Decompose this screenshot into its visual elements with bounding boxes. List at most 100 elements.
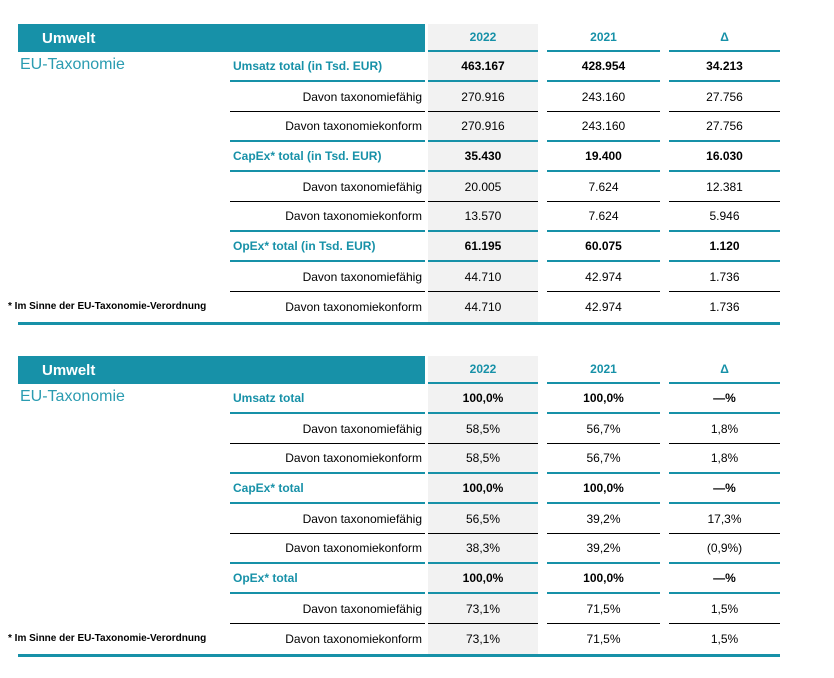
column-gap xyxy=(660,232,669,262)
column-gap xyxy=(538,52,547,82)
column-gap xyxy=(538,384,547,414)
row-label: Umsatz total xyxy=(230,384,425,414)
column-gap xyxy=(538,594,547,624)
value-2022: 73,1% xyxy=(428,594,538,624)
table-grid: Umwelt 2022 2021 Δ Umsatz total 100,0% 1… xyxy=(18,356,780,654)
label-spacer xyxy=(18,564,230,594)
column-gap xyxy=(538,414,547,444)
label-spacer xyxy=(18,504,230,534)
value-2021: 7.624 xyxy=(547,172,660,202)
value-2022: 100,0% xyxy=(428,384,538,414)
value-2021: 7.624 xyxy=(547,202,660,232)
value-delta: 27.756 xyxy=(669,82,780,112)
value-delta: 5.946 xyxy=(669,202,780,232)
column-gap xyxy=(538,172,547,202)
label-spacer xyxy=(18,232,230,262)
column-gap xyxy=(538,292,547,322)
column-gap xyxy=(538,24,547,52)
taxonomy-table-percent: Umwelt 2022 2021 Δ Umsatz total 100,0% 1… xyxy=(8,356,780,657)
section-banner: Umwelt xyxy=(18,24,425,52)
row-label: Davon taxonomiefähig xyxy=(230,414,425,444)
label-spacer xyxy=(18,534,230,564)
column-gap xyxy=(538,534,547,564)
column-gap xyxy=(660,112,669,142)
column-gap xyxy=(538,356,547,384)
column-gap xyxy=(660,384,669,414)
value-2022: 20.005 xyxy=(428,172,538,202)
value-2022: 13.570 xyxy=(428,202,538,232)
value-delta: 27.756 xyxy=(669,112,780,142)
row-label: Davon taxonomiefähig xyxy=(230,172,425,202)
footnote: * Im Sinne der EU-Taxonomie-Verordnung xyxy=(8,633,207,644)
value-delta: 16.030 xyxy=(669,142,780,172)
section-banner: Umwelt xyxy=(18,356,425,384)
column-gap xyxy=(660,504,669,534)
value-2021: 428.954 xyxy=(547,52,660,82)
row-label: CapEx* total (in Tsd. EUR) xyxy=(230,142,425,172)
row-label: Davon taxonomiefähig xyxy=(230,504,425,534)
label-spacer xyxy=(18,414,230,444)
value-delta: 17,3% xyxy=(669,504,780,534)
row-label: Davon taxonomiekonform xyxy=(230,202,425,232)
column-gap xyxy=(660,474,669,504)
section-subtitle: EU-Taxonomie xyxy=(20,388,125,405)
column-gap xyxy=(660,564,669,594)
row-label: OpEx* total (in Tsd. EUR) xyxy=(230,232,425,262)
section-subtitle: EU-Taxonomie xyxy=(20,56,125,73)
value-delta: (0,9%) xyxy=(669,534,780,564)
column-gap xyxy=(660,594,669,624)
value-2022: 38,3% xyxy=(428,534,538,564)
row-label: Davon taxonomiefähig xyxy=(230,262,425,292)
column-gap xyxy=(660,142,669,172)
table-bottom-rule xyxy=(18,654,780,657)
column-gap xyxy=(538,474,547,504)
value-2022: 44.710 xyxy=(428,262,538,292)
column-gap xyxy=(538,564,547,594)
column-gap xyxy=(538,504,547,534)
column-gap xyxy=(660,356,669,384)
column-header-2021: 2021 xyxy=(547,356,660,384)
column-gap xyxy=(660,534,669,564)
value-2022: 44.710 xyxy=(428,292,538,322)
label-spacer xyxy=(18,594,230,624)
value-2021: 56,7% xyxy=(547,444,660,474)
value-delta: 1,5% xyxy=(669,594,780,624)
value-2022: 100,0% xyxy=(428,474,538,504)
column-header-2022: 2022 xyxy=(428,356,538,384)
value-delta: —% xyxy=(669,564,780,594)
column-gap xyxy=(538,112,547,142)
value-2021: 19.400 xyxy=(547,142,660,172)
label-spacer xyxy=(18,82,230,112)
row-label: CapEx* total xyxy=(230,474,425,504)
column-gap xyxy=(660,172,669,202)
label-spacer xyxy=(18,172,230,202)
column-gap xyxy=(660,414,669,444)
table-grid: Umwelt 2022 2021 Δ Umsatz total (in Tsd.… xyxy=(18,24,780,322)
row-label: OpEx* total xyxy=(230,564,425,594)
value-2022: 58,5% xyxy=(428,444,538,474)
value-2021: 39,2% xyxy=(547,534,660,564)
row-label: Davon taxonomiekonform xyxy=(230,534,425,564)
value-delta: 1.120 xyxy=(669,232,780,262)
column-gap xyxy=(660,444,669,474)
value-2021: 42.974 xyxy=(547,262,660,292)
value-2022: 58,5% xyxy=(428,414,538,444)
column-gap xyxy=(538,142,547,172)
label-spacer xyxy=(18,142,230,172)
value-2022: 35.430 xyxy=(428,142,538,172)
value-2021: 71,5% xyxy=(547,594,660,624)
value-2022: 270.916 xyxy=(428,82,538,112)
value-delta: 1,8% xyxy=(669,444,780,474)
value-2021: 100,0% xyxy=(547,384,660,414)
column-gap xyxy=(538,232,547,262)
value-2022: 61.195 xyxy=(428,232,538,262)
column-gap xyxy=(660,24,669,52)
column-header-2022: 2022 xyxy=(428,24,538,52)
value-2021: 243.160 xyxy=(547,112,660,142)
column-gap xyxy=(660,292,669,322)
label-spacer xyxy=(18,202,230,232)
value-delta: 1,8% xyxy=(669,414,780,444)
row-label: Davon taxonomiekonform xyxy=(285,300,422,314)
value-2022: 463.167 xyxy=(428,52,538,82)
